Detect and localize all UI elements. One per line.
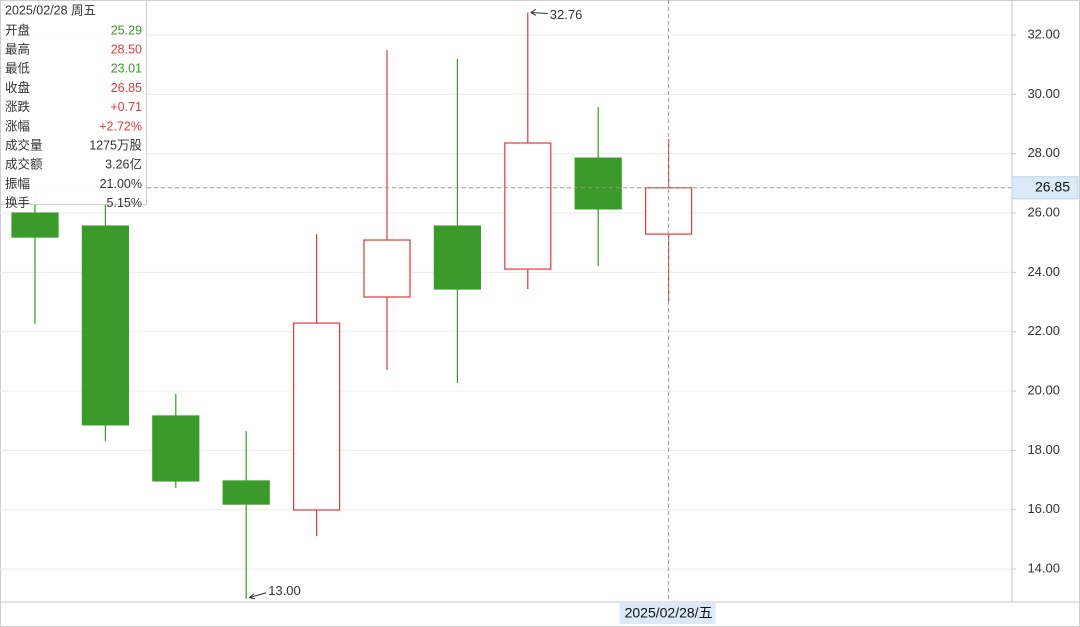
tooltip-label: 收盘 — [5, 80, 30, 95]
y-tick-label: 28.00 — [1027, 145, 1060, 160]
tooltip-value: 26.85 — [111, 81, 142, 95]
y-tick-label: 18.00 — [1027, 442, 1060, 457]
crosshair-y-box — [1011, 176, 1079, 200]
candle-body — [293, 322, 341, 511]
candle-body — [11, 212, 59, 238]
tooltip-title: 2025/02/28 周五 — [5, 3, 96, 17]
x-tick-label: 2025/02/28/五 — [625, 605, 713, 621]
crosshair-x-box — [619, 603, 716, 624]
candle-body — [504, 142, 552, 270]
candle-body — [433, 225, 481, 290]
candle-body — [81, 225, 130, 426]
y-tick-label: 24.00 — [1027, 264, 1060, 279]
tooltip-value: 3.26亿 — [105, 157, 142, 172]
tooltip-value: 21.00% — [100, 177, 142, 191]
candle-body — [222, 480, 270, 505]
tooltip-label: 涨幅 — [5, 118, 30, 133]
y-tick-label: 20.00 — [1027, 382, 1060, 397]
y-tick-label: 26.00 — [1027, 204, 1060, 219]
tooltip-label: 成交额 — [5, 157, 43, 172]
tooltip-label: 成交量 — [5, 137, 43, 152]
y-tick-label: 16.00 — [1027, 501, 1060, 516]
candle-body — [152, 415, 200, 482]
tooltip-label: 开盘 — [5, 22, 30, 37]
tooltip-value: +2.72% — [99, 119, 142, 133]
tooltip-value: 23.01 — [111, 62, 142, 76]
candle-body — [574, 157, 622, 210]
y-tick-label: 22.00 — [1027, 323, 1060, 338]
tooltip-value: 28.50 — [111, 42, 142, 56]
crosshair-y-label: 26.85 — [1035, 179, 1070, 195]
tooltip-value: 25.29 — [111, 23, 142, 37]
tooltip-label: 最高 — [5, 41, 30, 56]
tooltip-value: +0.71 — [110, 100, 142, 114]
y-tick-label: 14.00 — [1027, 561, 1060, 576]
annotation-arrow — [248, 592, 267, 600]
tooltip-label: 换手 — [5, 196, 30, 210]
y-tick-label: 30.00 — [1027, 86, 1060, 101]
tooltip-label: 最低 — [5, 62, 31, 76]
tooltip-value: 5.15% — [107, 196, 142, 210]
min-label: 13.00 — [268, 583, 301, 598]
y-tick-label: 32.00 — [1027, 26, 1060, 41]
max-label: 32.76 — [550, 7, 583, 22]
tooltip-label: 振幅 — [5, 176, 30, 191]
tooltip-value: 1275万股 — [89, 138, 142, 152]
candle-body — [363, 239, 411, 298]
tooltip-label: 涨跌 — [5, 99, 31, 114]
annotation-arrow — [530, 9, 548, 16]
tooltip-box — [0, 0, 147, 205]
candles — [11, 12, 693, 599]
